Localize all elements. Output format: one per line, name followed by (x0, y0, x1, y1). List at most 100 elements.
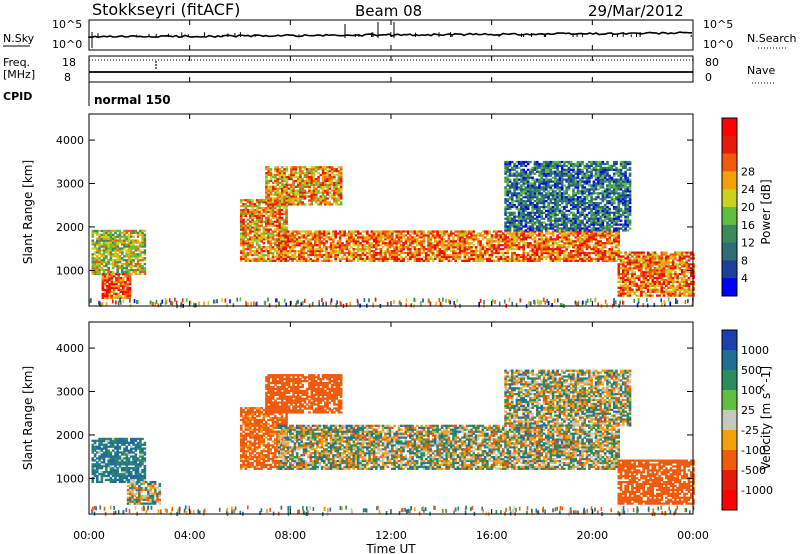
heatmap-cell (579, 160, 582, 164)
heatmap-cell (269, 177, 273, 181)
heatmap-cell (579, 190, 582, 193)
heatmap-cell (397, 248, 401, 251)
heatmap-cell (102, 233, 106, 236)
heatmap-cell (520, 174, 523, 177)
heatmap-cell (246, 228, 250, 231)
heatmap-cell (286, 232, 290, 235)
heatmap-cell (529, 257, 532, 261)
heatmap-cell (280, 248, 284, 251)
heatmap-cell (513, 251, 516, 255)
heatmap-cell (267, 193, 270, 196)
heatmap-cell (350, 255, 353, 259)
heatmap-cell (579, 232, 582, 235)
heatmap-cell (117, 292, 120, 296)
heatmap-cell (93, 265, 97, 268)
heatmap-cell (255, 218, 259, 221)
heatmap-cell (583, 176, 587, 179)
heatmap-cell (128, 290, 132, 294)
heatmap-cell (468, 236, 471, 239)
heatmap-cell (536, 244, 539, 247)
heatmap-cell (303, 185, 307, 188)
heatmap-cell (619, 219, 623, 222)
heatmap-cell (601, 190, 605, 193)
heatmap-cell (267, 214, 270, 218)
heatmap-cell (486, 240, 489, 243)
heatmap-cell (569, 202, 573, 205)
heatmap-cell (388, 240, 392, 243)
heatmap-cell (508, 170, 512, 173)
heatmap-cell (522, 180, 525, 183)
heatmap-cell (558, 240, 562, 243)
heatmap-cell (350, 236, 353, 239)
heatmap-cell (427, 240, 430, 243)
heatmap-cell (121, 243, 124, 246)
heatmap-cell (296, 183, 300, 186)
heatmap-cell (324, 197, 327, 200)
heatmap-cell (511, 219, 514, 222)
heatmap-cell (615, 170, 618, 173)
heatmap-cell (572, 213, 575, 216)
heatmap-cell (567, 170, 571, 173)
heatmap-cell (348, 253, 351, 257)
heatmap-cell (585, 246, 589, 249)
heatmap-cell (524, 242, 528, 245)
heatmap-cell (242, 210, 245, 214)
heatmap-cell (517, 236, 521, 239)
heatmap-cell (436, 242, 439, 245)
heatmap-cell (517, 219, 521, 222)
heatmap-cell (531, 227, 534, 230)
heatmap-cell (565, 205, 568, 209)
heatmap-cell (282, 257, 285, 261)
heatmap-cell (391, 253, 394, 257)
heatmap-cell (265, 181, 268, 185)
heatmap-cell (283, 236, 286, 239)
heatmap-cell (549, 174, 553, 177)
freq-label: Freq. (3, 56, 30, 69)
heatmap-cell (116, 259, 119, 262)
heatmap-cell (283, 250, 286, 253)
heatmap-cell (96, 247, 99, 250)
heatmap-cell (431, 244, 435, 247)
heatmap-cell (348, 232, 351, 235)
heatmap-cell (443, 257, 446, 261)
heatmap-cell (103, 296, 107, 299)
heatmap-cell (321, 191, 325, 194)
heatmap-cell (434, 234, 437, 237)
heatmap-cell (283, 179, 286, 183)
heatmap-cell (429, 246, 433, 249)
heatmap-cell (290, 191, 293, 194)
heatmap-cell (251, 236, 254, 239)
heatmap-cell (447, 253, 451, 257)
heatmap-cell (440, 257, 444, 261)
heatmap-cell (299, 179, 302, 183)
heatmap-cell (348, 248, 351, 251)
heatmap-cell (463, 244, 467, 247)
heatmap-cell (397, 238, 401, 241)
heatmap-cell (271, 220, 275, 223)
heatmap-cell (585, 232, 589, 235)
heatmap-cell (533, 257, 537, 261)
heatmap-cell (269, 232, 272, 235)
heatmap-cell (274, 212, 277, 216)
heatmap-cell (267, 189, 270, 192)
heatmap-cell (298, 250, 301, 253)
heatmap-cell (592, 198, 596, 201)
heatmap-cell (299, 173, 302, 177)
heatmap-cell (246, 251, 250, 255)
heatmap-cell (132, 235, 135, 238)
heatmap-cell (276, 203, 279, 206)
heatmap-cell (105, 247, 108, 250)
heatmap-cell (594, 240, 598, 243)
heatmap-cell (400, 234, 403, 237)
heatmap-cell (545, 213, 548, 216)
heatmap-cell (299, 191, 302, 194)
heatmap-cell (112, 284, 116, 288)
heatmap-cell (284, 251, 288, 255)
heatmap-cell (295, 234, 299, 237)
heatmap-cell (305, 177, 309, 181)
heatmap-cell (284, 246, 288, 249)
heatmap-cell (361, 251, 365, 255)
heatmap-cell (134, 270, 138, 274)
heatmap-cell (556, 162, 559, 166)
heatmap-cell (274, 193, 277, 196)
